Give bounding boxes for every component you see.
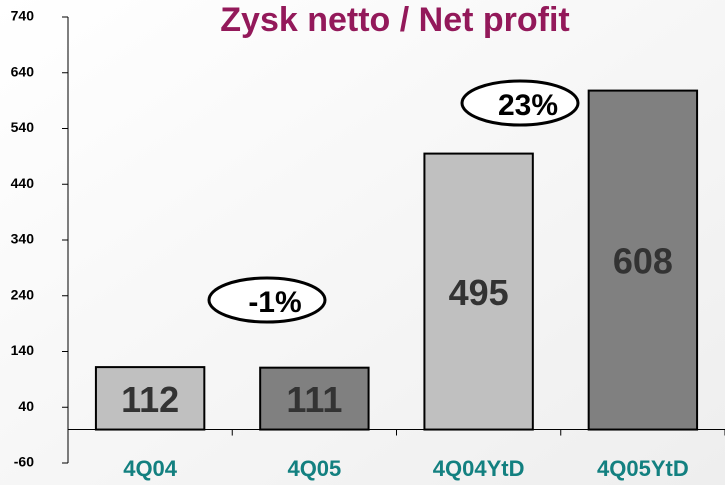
y-tick-label: 340 [11, 231, 35, 247]
y-tick-label: 140 [11, 342, 35, 358]
y-tick-label: -60 [14, 454, 34, 470]
chart-title: Zysk netto / Net profit [220, 1, 569, 39]
value-label: 111 [286, 379, 342, 420]
bar [259, 366, 370, 431]
value-label: 495 [449, 272, 509, 313]
y-tick-label: 440 [11, 175, 35, 191]
y-tick-label: 740 [11, 8, 35, 24]
y-tick-label: 240 [11, 286, 35, 302]
y-tick-label: 40 [18, 398, 34, 414]
y-tick-label: 640 [11, 63, 35, 79]
bar [94, 366, 206, 431]
bar [423, 152, 534, 431]
x-tick-label: 4Q04 [123, 456, 178, 481]
y-tick-label: 540 [11, 119, 35, 135]
x-tick-label: 4Q05YtD [597, 456, 689, 481]
x-tick-label: 4Q04YtD [433, 456, 525, 481]
annotation-ellipse [207, 276, 327, 324]
annotation-ellipse [460, 79, 580, 127]
value-label: 608 [613, 241, 673, 282]
x-tick-label: 4Q05 [287, 456, 341, 481]
value-label: 112 [121, 379, 179, 420]
annotation: 23% [498, 89, 558, 122]
bar [587, 89, 699, 431]
annotation: -1% [248, 286, 301, 319]
